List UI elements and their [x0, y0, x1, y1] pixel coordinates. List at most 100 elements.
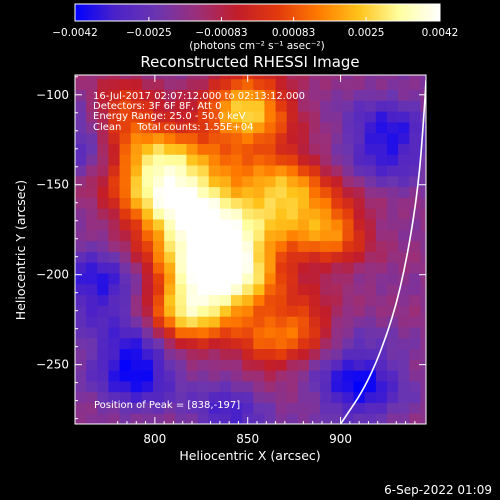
colorbar-tick-label: −0.0025 [126, 27, 172, 39]
heat-cell [141, 240, 154, 252]
y-tick-label: −150 [36, 178, 69, 192]
heat-cell [297, 305, 310, 317]
heat-cell [275, 197, 288, 209]
heat-cell [342, 110, 355, 123]
heat-cell [309, 305, 321, 317]
heat-cell [197, 89, 210, 101]
heat-cell [108, 305, 121, 317]
heat-cell [297, 89, 310, 101]
heat-cell [275, 359, 288, 371]
heat-cell [186, 121, 199, 134]
heat-cell [242, 229, 254, 242]
heat-cell [286, 132, 299, 144]
heat-cell [342, 348, 355, 360]
heat-cell [320, 337, 332, 350]
heat-cell [297, 110, 310, 123]
heat-cell [242, 348, 254, 360]
heat-cell [264, 272, 277, 285]
heat-cell [219, 154, 232, 166]
colorbar [74, 3, 441, 22]
heat-cell [286, 208, 299, 220]
heat-cell [130, 154, 143, 166]
heat-cell [130, 337, 143, 350]
heat-cell [164, 154, 176, 166]
heat-cell [420, 175, 426, 188]
heat-cell [320, 197, 332, 209]
heat-cell [253, 218, 266, 231]
heat-cell [175, 240, 188, 252]
heat-cell [387, 121, 399, 134]
heat-cell [353, 294, 366, 306]
heat-cell [108, 348, 121, 360]
heat-cell [275, 391, 288, 404]
heat-cell [342, 197, 355, 209]
heat-cell [208, 75, 221, 80]
heat-cell [86, 316, 98, 328]
heat-cell [398, 175, 410, 188]
heat-cell [242, 272, 254, 285]
heat-cell [297, 218, 310, 231]
heat-cell [264, 197, 277, 209]
heat-cell [420, 132, 426, 144]
heat-cell [86, 326, 98, 339]
heat-cell [375, 413, 388, 424]
heat-cell [353, 186, 366, 198]
heat-cell [309, 78, 321, 90]
heat-cell [242, 370, 254, 382]
heat-cell [253, 316, 266, 328]
heat-cell [242, 89, 254, 101]
heat-cell [309, 132, 321, 144]
heat-cell [130, 197, 143, 209]
heat-cell [231, 240, 243, 252]
heat-cell [264, 413, 277, 424]
heat-cell [420, 337, 426, 350]
heat-cell [353, 402, 366, 414]
heat-cell [309, 175, 321, 188]
heat-cell [275, 272, 288, 285]
heat-cell [186, 75, 199, 80]
heat-cell [375, 391, 388, 404]
colorbar-tick-label: 0.0042 [422, 27, 459, 39]
heat-cell [320, 240, 332, 252]
heat-cell [164, 380, 176, 393]
heat-cell [320, 164, 332, 177]
heat-cell [208, 218, 221, 231]
heat-cell [219, 370, 232, 382]
heat-cell [286, 110, 299, 123]
heat-cell [208, 316, 221, 328]
heat-cell [97, 337, 110, 350]
heat-cell [97, 218, 110, 231]
heat-cell [208, 186, 221, 198]
heat-cell [375, 262, 388, 274]
heat-cell [253, 121, 266, 134]
heat-cell [242, 326, 254, 339]
heat-cell [153, 89, 165, 101]
heat-cell [197, 283, 210, 296]
heat-cell [75, 380, 87, 393]
heat-cell [197, 380, 210, 393]
heat-cell [153, 370, 165, 382]
heat-cell [420, 370, 426, 382]
heat-cell [253, 402, 266, 414]
colorbar-tick-label: −0.00083 [195, 27, 247, 39]
heat-cell [331, 316, 344, 328]
heat-cell [320, 143, 332, 155]
heat-cell [130, 380, 143, 393]
heat-cell [297, 348, 310, 360]
heat-cell [75, 218, 87, 231]
heat-cell [197, 218, 210, 231]
heat-cell [164, 262, 176, 274]
heat-cell [119, 218, 132, 231]
heat-cell [186, 359, 199, 371]
heat-cell [141, 316, 154, 328]
heat-cell [197, 164, 210, 177]
heat-cell [286, 164, 299, 177]
heat-cell [286, 283, 299, 296]
heat-cell [219, 78, 232, 90]
heat-cell [86, 262, 98, 274]
heat-cell [275, 75, 288, 80]
heat-cell [353, 154, 366, 166]
heat-cell [398, 197, 410, 209]
heat-cell [375, 305, 388, 317]
heat-cell [398, 100, 410, 112]
